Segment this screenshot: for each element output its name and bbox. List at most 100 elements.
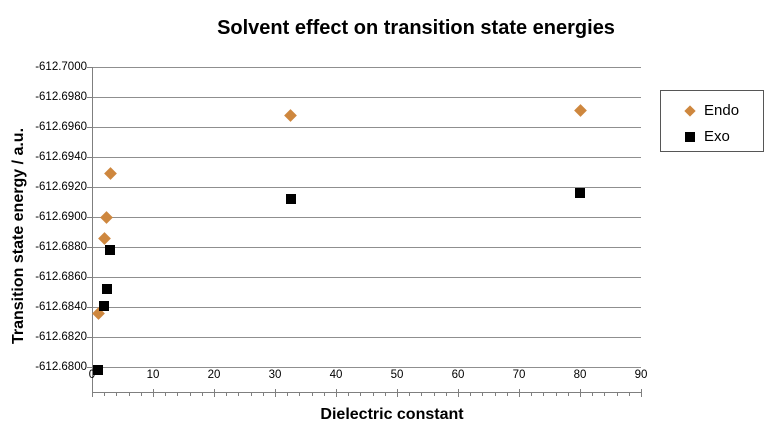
y-axis-tick [87, 307, 92, 308]
data-point-exo[interactable] [105, 245, 116, 255]
y-axis-tick [87, 187, 92, 188]
y-tick-label: -612.6980 [35, 91, 87, 103]
data-point-exo[interactable] [285, 194, 296, 204]
x-tick-label: 80 [573, 369, 587, 381]
y-axis-tick [87, 67, 92, 68]
x-axis-minor-tick [421, 392, 422, 396]
legend-label: Exo [704, 128, 730, 145]
x-axis-major-tick [336, 389, 337, 397]
x-axis-minor-tick [360, 392, 361, 396]
x-tick-label: 30 [268, 369, 282, 381]
y-axis-tick [87, 217, 92, 218]
y-tick-label: -612.6920 [35, 181, 87, 193]
y-tick-label: -612.7000 [35, 61, 87, 73]
x-axis-minor-tick [287, 392, 288, 396]
y-axis-tick [87, 337, 92, 338]
data-point-exo[interactable] [93, 365, 104, 375]
x-tick-label: 0 [88, 369, 96, 381]
data-point-exo[interactable] [101, 284, 112, 294]
y-axis-line [92, 67, 93, 393]
y-axis-tick [87, 277, 92, 278]
y-axis-tick [87, 247, 92, 248]
x-axis-minor-tick [604, 392, 605, 396]
y-axis-tick [87, 127, 92, 128]
x-axis-major-tick [519, 389, 520, 397]
legend-label: Endo [704, 102, 740, 119]
diamond-marker-icon [684, 105, 696, 117]
y-tick-label: -612.6880 [35, 241, 87, 253]
x-axis-minor-tick [495, 392, 496, 396]
x-axis-line [92, 392, 642, 393]
x-axis-minor-tick [629, 392, 630, 396]
y-tick-label: -612.6860 [35, 271, 87, 283]
x-axis-major-tick [153, 389, 154, 397]
x-axis-minor-tick [507, 392, 508, 396]
y-axis-tick [87, 367, 92, 368]
x-axis-minor-tick [141, 392, 142, 396]
x-axis-minor-tick [116, 392, 117, 396]
x-axis-major-tick [92, 389, 93, 397]
data-point-endo[interactable] [284, 108, 298, 122]
data-point-exo[interactable] [575, 188, 585, 198]
major-gridline [92, 277, 641, 278]
x-axis-minor-tick [299, 392, 300, 396]
x-axis-minor-tick [129, 392, 130, 396]
x-axis-major-tick [641, 389, 642, 397]
major-gridline [92, 247, 641, 248]
x-axis-minor-tick [592, 392, 593, 396]
legend-entry-exo[interactable]: Exo [661, 124, 763, 150]
data-point-exo[interactable] [99, 300, 110, 311]
data-point-endo[interactable] [573, 104, 587, 117]
x-axis-minor-tick [238, 392, 239, 396]
major-gridline [92, 307, 641, 308]
x-axis-minor-tick [446, 392, 447, 396]
x-tick-label: 40 [329, 369, 343, 381]
y-tick-label: -612.6800 [35, 361, 87, 373]
major-gridline [92, 187, 641, 188]
major-gridline [92, 157, 641, 158]
legend-diamond-icon [684, 105, 696, 117]
major-gridline [92, 97, 641, 98]
x-tick-label: 90 [634, 369, 648, 381]
data-point-endo[interactable] [103, 167, 117, 180]
x-axis-minor-tick [263, 392, 264, 396]
data-point-endo[interactable] [97, 231, 111, 245]
data-point-endo[interactable] [100, 210, 113, 224]
x-tick-label: 10 [146, 369, 160, 381]
legend-entry-endo[interactable]: Endo [661, 98, 763, 124]
y-axis-tick [87, 97, 92, 98]
x-tick-label: 20 [207, 369, 221, 381]
square-marker-icon [685, 132, 695, 142]
y-axis-tick [87, 157, 92, 158]
x-axis-minor-tick [482, 392, 483, 396]
legend-square-icon [685, 132, 695, 142]
y-tick-label: -612.6820 [35, 331, 87, 343]
x-axis-minor-tick [434, 392, 435, 396]
y-axis-title-text: Transition state energy / a.u. [10, 127, 27, 345]
x-axis-minor-tick [251, 392, 252, 396]
x-axis-major-tick [397, 389, 398, 397]
x-axis-minor-tick [226, 392, 227, 396]
major-gridline [92, 67, 641, 68]
x-axis-minor-tick [617, 392, 618, 396]
y-tick-label: -612.6840 [35, 301, 87, 313]
x-axis-minor-tick [470, 392, 471, 396]
x-tick-label: 60 [451, 369, 465, 381]
x-tick-label: 50 [390, 369, 404, 381]
x-axis-minor-tick [543, 392, 544, 396]
legend: Endo Exo [660, 90, 764, 152]
x-axis-major-tick [458, 389, 459, 397]
y-tick-label: -612.6940 [35, 151, 87, 163]
x-axis-minor-tick [348, 392, 349, 396]
y-tick-label: -612.6900 [35, 211, 87, 223]
x-axis-minor-tick [312, 392, 313, 396]
x-axis-minor-tick [202, 392, 203, 396]
x-axis-minor-tick [373, 392, 374, 396]
x-axis-title: Dielectric constant [320, 406, 464, 423]
x-axis-minor-tick [531, 392, 532, 396]
x-axis-major-tick [580, 389, 581, 397]
major-gridline [92, 217, 641, 218]
major-gridline [92, 127, 641, 128]
x-axis-minor-tick [324, 392, 325, 396]
